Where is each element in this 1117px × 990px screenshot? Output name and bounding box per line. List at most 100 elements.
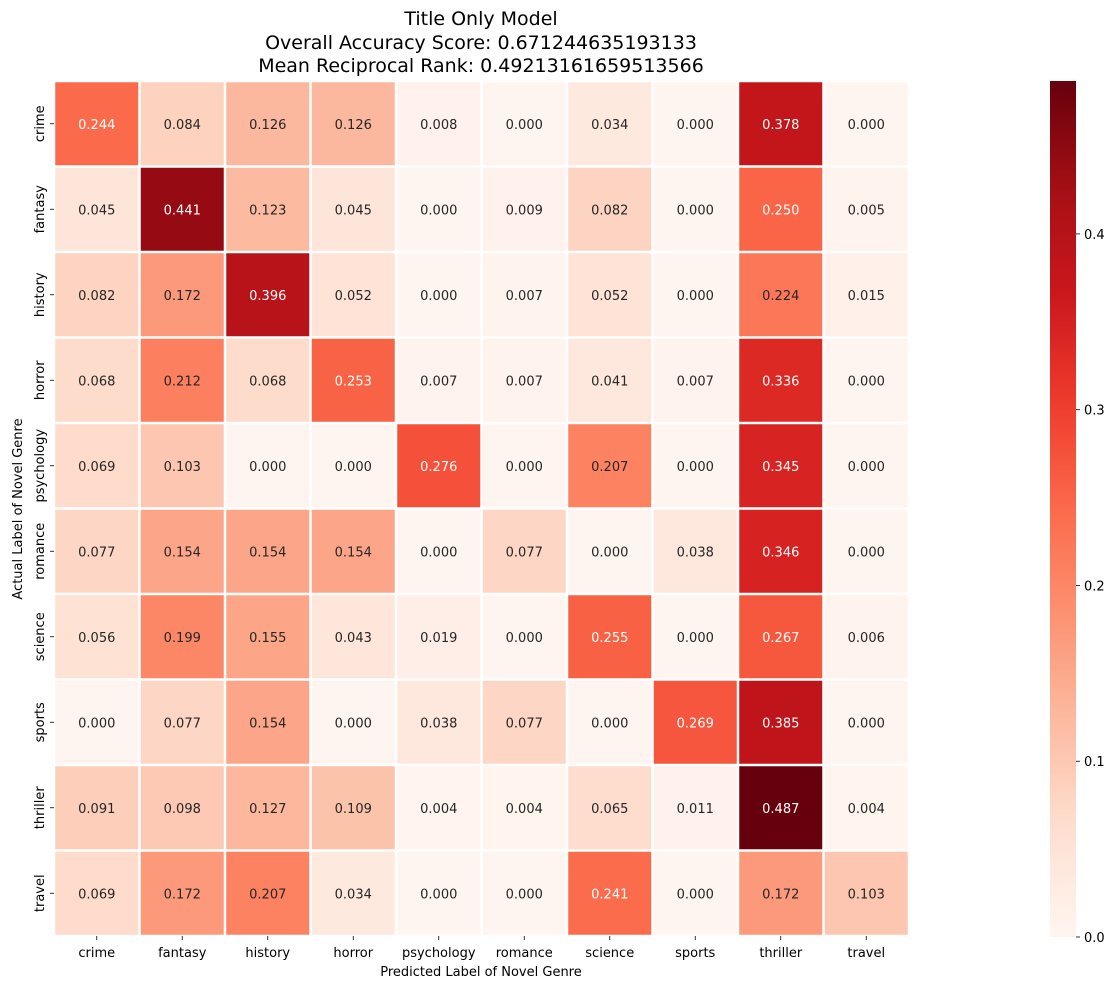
cell-psychology-sports [653, 424, 737, 508]
cell-thriller-sports [653, 766, 737, 850]
y-tick-label-science: science [33, 612, 48, 661]
cell-psychology-psychology [397, 424, 481, 508]
x-tick-label-romance: romance [496, 946, 553, 961]
cell-crime-horror [311, 82, 395, 166]
cell-value-label: 0.241 [591, 887, 628, 902]
cell-value-label: 0.154 [249, 545, 286, 560]
cell-value-label: 0.000 [506, 118, 543, 133]
cell-value-label: 0.007 [677, 374, 714, 389]
cell-value-label: 0.253 [335, 374, 372, 389]
cell-fantasy-crime [55, 167, 139, 251]
cell-history-sports [653, 253, 737, 337]
cell-value-label: 0.007 [420, 374, 457, 389]
cell-romance-science [568, 509, 652, 593]
cell-value-label: 0.000 [506, 631, 543, 646]
cell-value-label: 0.207 [249, 887, 286, 902]
cell-history-romance [482, 253, 566, 337]
y-tick-label-fantasy: fantasy [33, 185, 48, 234]
cell-fantasy-fantasy [140, 167, 224, 251]
cell-science-history [226, 595, 310, 679]
cell-value-label: 0.000 [677, 887, 714, 902]
cell-value-label: 0.385 [762, 716, 799, 731]
cell-thriller-thriller [739, 766, 823, 850]
cell-history-psychology [397, 253, 481, 337]
cell-value-label: 0.000 [848, 118, 885, 133]
y-tick-label-history: history [33, 272, 48, 317]
cell-romance-thriller [739, 509, 823, 593]
cell-value-label: 0.008 [420, 118, 457, 133]
y-tick-label-crime: crime [33, 105, 48, 142]
y-tick-label-romance: romance [33, 523, 48, 580]
cell-value-label: 0.155 [249, 631, 286, 646]
x-tick-label-psychology: psychology [402, 946, 476, 961]
cell-travel-science [568, 851, 652, 935]
cell-value-label: 0.015 [848, 289, 885, 304]
cell-value-label: 0.004 [506, 802, 543, 817]
cell-sports-romance [482, 680, 566, 764]
cell-sports-horror [311, 680, 395, 764]
cell-fantasy-science [568, 167, 652, 251]
cell-science-sports [653, 595, 737, 679]
cell-value-label: 0.172 [164, 887, 201, 902]
cell-psychology-travel [824, 424, 908, 508]
cell-value-label: 0.276 [420, 460, 457, 475]
cell-value-label: 0.069 [78, 460, 115, 475]
colorbar-tick-label: 0.1 [1084, 755, 1105, 770]
cell-value-label: 0.336 [762, 374, 799, 389]
cell-value-label: 0.052 [335, 289, 372, 304]
cell-value-label: 0.212 [164, 374, 201, 389]
cell-fantasy-horror [311, 167, 395, 251]
cell-value-label: 0.127 [249, 802, 286, 817]
cell-value-label: 0.487 [762, 802, 799, 817]
cell-fantasy-romance [482, 167, 566, 251]
cell-value-label: 0.345 [762, 460, 799, 475]
cell-sports-thriller [739, 680, 823, 764]
cell-value-label: 0.267 [762, 631, 799, 646]
cell-fantasy-history [226, 167, 310, 251]
cell-value-label: 0.019 [420, 631, 457, 646]
cell-sports-fantasy [140, 680, 224, 764]
cell-value-label: 0.172 [762, 887, 799, 902]
y-axis-ticks: crime fantasy history horror psychology roman… [33, 105, 54, 912]
cell-value-label: 0.098 [164, 802, 201, 817]
chart-title: Title Only Model Overall Accuracy Score:… [258, 8, 704, 77]
cell-value-label: 0.103 [164, 460, 201, 475]
cell-value-label: 0.123 [249, 203, 286, 218]
cell-value-label: 0.077 [164, 716, 201, 731]
cell-value-label: 0.000 [677, 203, 714, 218]
cell-value-label: 0.000 [848, 716, 885, 731]
cell-thriller-travel [824, 766, 908, 850]
cell-value-label: 0.154 [335, 545, 372, 560]
x-tick-label-science: science [585, 946, 634, 961]
cell-psychology-crime [55, 424, 139, 508]
cell-history-crime [55, 253, 139, 337]
cell-travel-travel [824, 851, 908, 935]
cell-value-label: 0.000 [677, 118, 714, 133]
cell-value-label: 0.004 [420, 802, 457, 817]
x-tick-label-horror: horror [333, 946, 373, 961]
cell-travel-romance [482, 851, 566, 935]
cell-crime-crime [55, 82, 139, 166]
cell-value-label: 0.269 [677, 716, 714, 731]
cell-horror-sports [653, 338, 737, 422]
cell-value-label: 0.199 [164, 631, 201, 646]
cell-crime-travel [824, 82, 908, 166]
cell-crime-history [226, 82, 310, 166]
cell-science-romance [482, 595, 566, 679]
cell-value-label: 0.038 [420, 716, 457, 731]
cell-value-label: 0.441 [164, 203, 201, 218]
cell-value-label: 0.000 [591, 545, 628, 560]
cell-value-label: 0.004 [848, 802, 885, 817]
cell-thriller-crime [55, 766, 139, 850]
cell-crime-sports [653, 82, 737, 166]
cell-value-label: 0.082 [591, 203, 628, 218]
cell-history-thriller [739, 253, 823, 337]
cell-psychology-horror [311, 424, 395, 508]
y-tick-label-sports: sports [33, 702, 48, 742]
cell-romance-travel [824, 509, 908, 593]
y-tick-label-psychology: psychology [33, 429, 48, 503]
cell-value-label: 0.034 [591, 118, 628, 133]
cell-psychology-thriller [739, 424, 823, 508]
cell-value-label: 0.207 [591, 460, 628, 475]
